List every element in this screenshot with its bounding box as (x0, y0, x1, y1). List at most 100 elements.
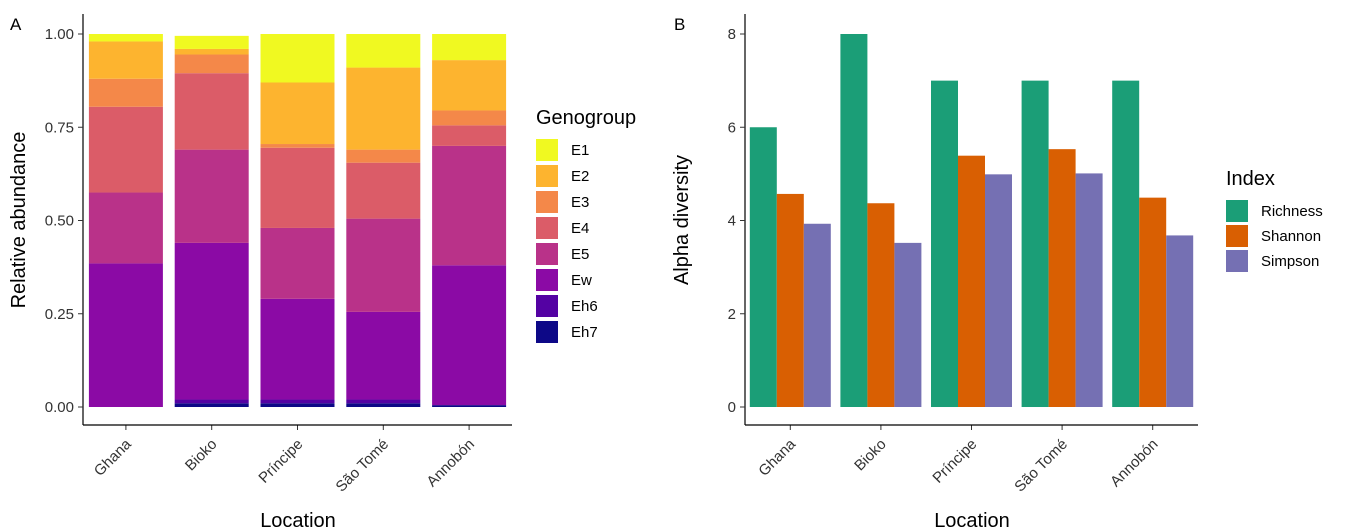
bar-sao-tome-e5 (346, 218, 421, 312)
bar-principe-e4 (260, 147, 335, 228)
bar-annobon-e5 (432, 145, 507, 266)
legend-swatch-eh7 (536, 321, 558, 343)
bar-sao-tome-ew (346, 311, 421, 400)
bar-principe-eh6 (260, 399, 335, 404)
legend-label-e2: E2 (571, 168, 589, 185)
y-axis-title-b: Alpha diversity (671, 155, 693, 285)
legend-swatch-e4 (536, 217, 558, 239)
bar-bioko-richness (840, 34, 868, 407)
bar-principe-e3 (260, 144, 335, 148)
bar-principe-simpson (985, 174, 1012, 407)
bar-ghana-richness (749, 127, 777, 407)
legend-label-e5: E5 (571, 246, 589, 263)
bar-principe-e1 (260, 34, 335, 83)
bar-bioko-e5 (174, 149, 249, 243)
x-tick-label-a-principe: Príncipe (255, 436, 306, 487)
bar-principe-e2 (260, 82, 335, 145)
bar-sao-tome-shannon (1048, 149, 1076, 407)
bar-ghana-shannon (776, 193, 804, 407)
legend-label-shannon: Shannon (1261, 228, 1321, 245)
bar-sao-tome-eh7 (346, 403, 421, 407)
bar-annobon-richness (1112, 80, 1140, 408)
legend-label-eh7: Eh7 (571, 324, 598, 341)
y-axis-title-a: Relative abundance (8, 132, 30, 309)
y-tick-label-a-2: 0.50 (45, 213, 74, 230)
bar-bioko-shannon (867, 203, 895, 407)
legend-label-simpson: Simpson (1261, 253, 1319, 270)
y-tick-label-b-4: 8 (728, 26, 736, 43)
bar-bioko-e4 (174, 73, 249, 150)
bar-sao-tome-e3 (346, 149, 421, 163)
bar-annobon-shannon (1139, 197, 1167, 407)
bar-annobon-e2 (432, 60, 507, 111)
x-tick-label-a-bioko: Bioko (182, 436, 221, 475)
x-tick-label-a-ghana: Ghana (91, 435, 135, 479)
bar-principe-ew (260, 298, 335, 400)
y-tick-label-a-4: 1.00 (45, 26, 74, 43)
x-tick-label-a-sao-tome: São Tomé (333, 436, 393, 496)
bar-principe-richness (931, 80, 958, 408)
y-tick-label-a-3: 0.75 (45, 119, 74, 136)
bar-principe-e5 (260, 227, 335, 299)
legend-swatch-eh6 (536, 295, 558, 317)
bar-annobon-e3 (432, 110, 507, 126)
y-tick-label-b-2: 4 (728, 213, 736, 230)
bar-sao-tome-e1 (346, 34, 421, 68)
legend-label-e3: E3 (571, 194, 589, 211)
bar-bioko-simpson (894, 242, 922, 407)
legend-title-b: Index (1226, 168, 1275, 190)
legend-label-richness: Richness (1261, 203, 1323, 220)
bar-ghana-simpson (803, 223, 831, 407)
bar-bioko-e2 (174, 48, 249, 55)
bar-sao-tome-e4 (346, 162, 421, 219)
bar-principe-shannon (958, 155, 985, 407)
bar-annobon-eh7 (432, 405, 507, 407)
legend-label-eh6: Eh6 (571, 298, 598, 315)
x-tick-label-b-annobon: Annobón (1107, 436, 1161, 490)
legend-label-e1: E1 (571, 142, 589, 159)
bar-sao-tome-e2 (346, 67, 421, 150)
y-tick-label-a-0: 0.00 (45, 399, 74, 416)
legend-title-a: Genogroup (536, 107, 636, 129)
bar-annobon-e1 (432, 34, 507, 61)
y-tick-label-b-0: 0 (728, 399, 736, 416)
legend-swatch-simpson (1226, 250, 1248, 272)
x-tick-label-b-sao-tome: São Tomé (1011, 436, 1071, 496)
bar-bioko-e1 (174, 35, 249, 49)
bar-ghana-e5 (88, 192, 163, 264)
y-tick-label-a-1: 0.25 (45, 306, 74, 323)
legend-label-ew: Ew (571, 272, 592, 289)
x-tick-label-b-principe: Príncipe (929, 436, 980, 487)
bar-annobon-e4 (432, 125, 507, 146)
bar-bioko-e3 (174, 54, 249, 74)
bar-sao-tome-simpson (1075, 173, 1103, 407)
legend-swatch-e3 (536, 191, 558, 213)
bar-ghana-ew (88, 263, 163, 407)
bar-sao-tome-richness (1021, 80, 1049, 408)
legend-swatch-e1 (536, 139, 558, 161)
bar-ghana-e3 (88, 78, 163, 107)
y-tick-label-b-1: 2 (728, 306, 736, 323)
legend-swatch-e2 (536, 165, 558, 187)
bar-ghana-e2 (88, 41, 163, 79)
legend-swatch-richness (1226, 200, 1248, 222)
panel-a-label: A (10, 15, 22, 34)
bar-annobon-ew (432, 265, 507, 406)
legend-label-e4: E4 (571, 220, 589, 237)
bar-ghana-e1 (88, 34, 163, 42)
bar-bioko-eh6 (174, 399, 249, 404)
legend-swatch-e5 (536, 243, 558, 265)
panel-b-label: B (674, 15, 685, 34)
y-tick-label-b-3: 6 (728, 119, 736, 136)
bar-annobon-simpson (1166, 235, 1194, 407)
bar-bioko-ew (174, 242, 249, 400)
x-axis-title-b: Location (934, 510, 1010, 531)
x-axis-title-a: Location (260, 510, 336, 531)
legend-swatch-ew (536, 269, 558, 291)
legend-swatch-shannon (1226, 225, 1248, 247)
bar-bioko-eh7 (174, 403, 249, 407)
bar-ghana-e4 (88, 106, 163, 193)
x-tick-label-b-ghana: Ghana (755, 435, 799, 479)
